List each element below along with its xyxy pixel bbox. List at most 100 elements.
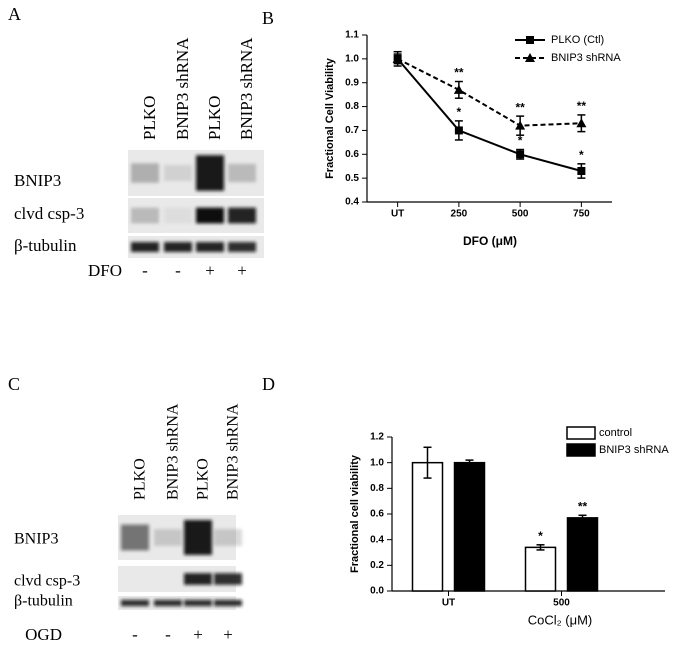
significance: *	[457, 105, 462, 119]
blot-band	[184, 573, 212, 585]
bar	[566, 517, 599, 592]
y-tick-label: 0.6	[345, 149, 359, 160]
y-tick-label: 0.7	[345, 125, 359, 136]
significance: **	[515, 100, 525, 114]
panel-label: A	[8, 4, 21, 24]
y-tick-label: 0.8	[370, 483, 384, 494]
y-axis-title: Fractional cell viability	[349, 454, 361, 573]
panel-label: D	[262, 374, 275, 394]
blot-band	[164, 164, 192, 182]
significance: **	[577, 99, 587, 113]
significance: *	[518, 134, 523, 148]
x-tick-label: 500	[553, 598, 570, 609]
blot-band	[154, 529, 182, 546]
data-point	[453, 84, 464, 94]
panel-label: B	[262, 8, 274, 28]
row-label: β-tubulin	[14, 236, 77, 255]
blot-band	[164, 242, 192, 252]
x-tick-label: 250	[451, 209, 468, 220]
treatment-label: DFO	[88, 261, 122, 280]
legend-swatch	[566, 426, 596, 440]
treatment-sign: +	[205, 261, 215, 280]
data-point	[515, 120, 526, 130]
blot-band	[228, 163, 256, 183]
blot-band	[164, 207, 192, 224]
blot-band	[154, 599, 182, 607]
lane-label: PLKO	[205, 96, 224, 140]
row-label: β-tubulin	[14, 593, 73, 610]
significance: *	[538, 529, 543, 543]
y-tick-label: 1.0	[345, 53, 359, 64]
blot-band	[228, 207, 256, 224]
lane-label: BNIP3 shRNA	[225, 403, 242, 500]
lane-label: PLKO	[132, 458, 149, 500]
legend-label: control	[599, 427, 632, 439]
lane-label: BNIP3 shRNA	[173, 37, 192, 140]
treatment-sign: +	[237, 261, 247, 280]
blot-band	[214, 599, 242, 607]
x-axis-title: CoCl₂ (μM)	[528, 612, 593, 627]
lane-label: PLKO	[140, 96, 159, 140]
blot-band	[121, 599, 149, 607]
treatment-sign: -	[175, 261, 181, 280]
y-tick-label: 0.4	[370, 534, 384, 545]
y-tick-label: 0.9	[345, 77, 359, 88]
y-tick-label: 1.1	[345, 30, 359, 41]
data-point	[392, 53, 403, 63]
y-tick-label: 0.8	[345, 101, 359, 112]
series-line	[397, 57, 582, 127]
legend-label: PLKO (Ctl)	[551, 34, 604, 46]
row-label: clvd csp-3	[14, 573, 80, 590]
blot-band	[121, 524, 149, 551]
legend-marker	[526, 36, 534, 44]
y-tick-label: 1.0	[370, 457, 384, 468]
x-tick-label: UT	[391, 209, 404, 220]
treatment-sign: +	[223, 625, 233, 644]
y-axis-title: Fractional Cell Viability	[324, 57, 336, 179]
y-tick-label: 0.0	[370, 586, 384, 597]
blot-band	[131, 163, 159, 183]
blot-band	[196, 207, 224, 224]
bar	[453, 461, 486, 592]
data-point	[577, 166, 586, 175]
panel-label: C	[8, 374, 20, 394]
x-tick-label: UT	[442, 598, 455, 609]
y-tick-label: 1.2	[370, 432, 384, 443]
row-label: BNIP3	[14, 531, 58, 548]
blot-band	[214, 573, 242, 585]
blot-band	[131, 242, 159, 252]
blot-band	[184, 520, 212, 555]
blot-band	[184, 599, 212, 607]
significance: **	[454, 66, 464, 80]
y-tick-label: 0.6	[370, 509, 384, 520]
treatment-label: OGD	[25, 625, 62, 644]
lane-label: BNIP3 shRNA	[237, 37, 256, 140]
series-line	[396, 58, 582, 172]
y-tick-label: 0.4	[345, 197, 359, 208]
blot-band	[196, 155, 224, 191]
data-point	[576, 118, 587, 128]
blot-band	[228, 242, 256, 252]
x-tick-label: 750	[573, 209, 590, 220]
treatment-sign: -	[132, 625, 138, 644]
bar	[524, 546, 557, 592]
legend-label: BNIP3 shRNA	[599, 444, 669, 456]
treatment-sign: -	[165, 625, 171, 644]
treatment-sign: +	[193, 625, 203, 644]
blot-band	[131, 207, 159, 224]
x-axis-title: DFO (μM)	[463, 234, 517, 248]
row-label: BNIP3	[14, 171, 61, 190]
treatment-sign: -	[142, 261, 148, 280]
x-tick-label: 500	[512, 209, 529, 220]
lane-label: PLKO	[195, 458, 212, 500]
significance: *	[579, 148, 584, 162]
data-point	[516, 150, 525, 159]
y-tick-label: 0.2	[370, 560, 384, 571]
blot-band	[196, 242, 224, 252]
legend-label: BNIP3 shRNA	[551, 52, 621, 64]
significance: **	[578, 499, 588, 513]
bar	[411, 461, 444, 592]
y-tick-label: 0.5	[345, 173, 359, 184]
blot-band	[214, 529, 242, 546]
